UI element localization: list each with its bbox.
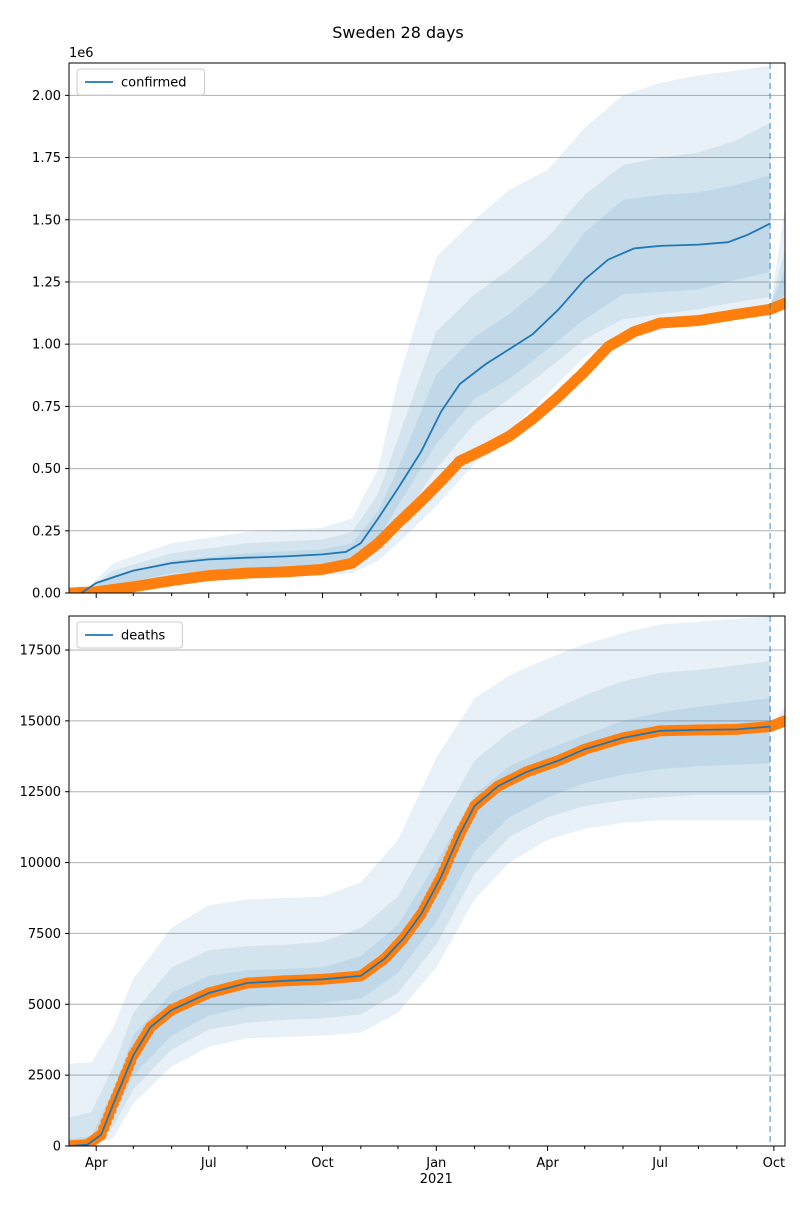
y-tick-label: 0.25 bbox=[32, 524, 61, 539]
deaths-panel: 0 2500 5000 7500 10000 12500 15000 17500 Apr Jul O… bbox=[20, 615, 786, 1187]
y-tick-label: 1.50 bbox=[32, 213, 61, 228]
x-tick-label: Apr bbox=[85, 1156, 108, 1171]
legend-box bbox=[76, 621, 183, 649]
x-tick-label: 2021 bbox=[420, 1172, 453, 1187]
y-tick-label: 0 bbox=[53, 1140, 61, 1155]
y-tick-label: 0.75 bbox=[32, 400, 61, 415]
y-tick-label: 0.00 bbox=[32, 587, 61, 602]
legend-label: confirmed bbox=[121, 76, 187, 91]
observed-point bbox=[779, 715, 785, 727]
band-inner bbox=[81, 175, 771, 593]
x-tick-label: Apr bbox=[536, 1156, 559, 1171]
band-middle bbox=[69, 661, 771, 1146]
y-tick-label: 12500 bbox=[20, 785, 61, 800]
band-middle bbox=[81, 122, 771, 593]
y-tick-label: 15000 bbox=[20, 714, 61, 729]
observed-series bbox=[69, 297, 785, 593]
band-middle bbox=[770, 249, 785, 309]
legend: deaths bbox=[76, 621, 183, 649]
x-tick-label: Jan bbox=[425, 1156, 446, 1171]
legend-box bbox=[76, 68, 206, 96]
band-outer bbox=[770, 207, 785, 310]
axes-frame bbox=[68, 62, 786, 594]
legend-label: deaths bbox=[121, 629, 166, 644]
band-inner bbox=[770, 269, 785, 308]
y-tick-label: 17500 bbox=[20, 644, 61, 659]
y-tick-label: 1.75 bbox=[32, 151, 61, 166]
y-tick-label: 2.00 bbox=[32, 89, 61, 104]
x-tick-label: Oct bbox=[311, 1156, 333, 1171]
x-tick-label: Oct bbox=[763, 1156, 785, 1171]
x-tick-label: Jul bbox=[651, 1156, 668, 1171]
confirmed-panel: 0.00 0.25 0.50 0.75 1.00 1.25 1.50 1.75 2.00 1e6 c… bbox=[32, 46, 786, 602]
y-offset-label: 1e6 bbox=[69, 46, 94, 61]
y-tick-label: 2500 bbox=[28, 1069, 61, 1084]
uncertainty-bands bbox=[81, 65, 785, 593]
observed-point bbox=[779, 297, 785, 309]
legend: confirmed bbox=[76, 68, 206, 96]
figure-title: Sweden 28 days bbox=[332, 23, 464, 42]
y-tick-label: 1.00 bbox=[32, 338, 61, 353]
confirmed-line bbox=[80, 222, 771, 593]
band-outer bbox=[81, 65, 771, 593]
y-tick-label: 0.50 bbox=[32, 462, 61, 477]
y-tick-label: 5000 bbox=[28, 998, 61, 1013]
y-tick-label: 7500 bbox=[28, 927, 61, 942]
y-tick-label: 1.25 bbox=[32, 275, 61, 290]
y-tick-label: 10000 bbox=[20, 856, 61, 871]
x-tick-label: Jul bbox=[200, 1156, 217, 1171]
deaths-line bbox=[69, 725, 771, 1146]
axes-frame bbox=[68, 615, 786, 1147]
